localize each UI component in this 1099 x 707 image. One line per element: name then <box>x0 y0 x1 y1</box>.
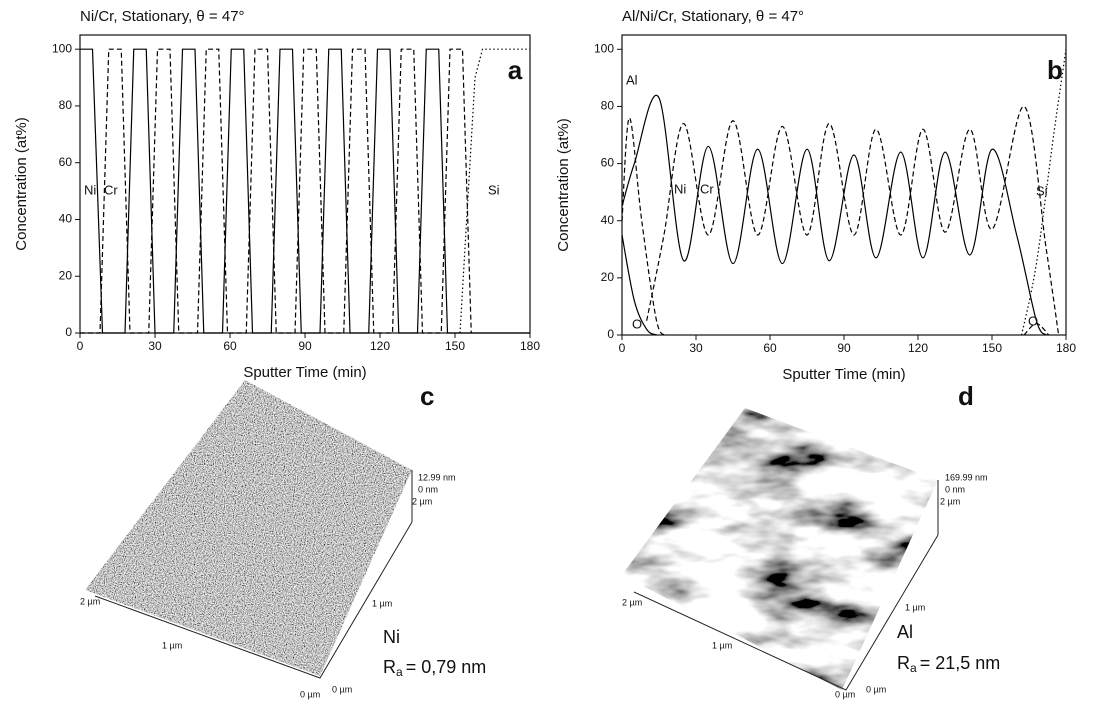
chart-title: Al/Ni/Cr, Stationary, θ = 47° <box>622 8 804 25</box>
z-max: 12.99 nm <box>418 472 456 482</box>
afm-panel-c: c 12.99 nm 0 nm 2 µm 2 µm 1 µm 0 µm 0 µm… <box>80 380 486 699</box>
x-zero: 0 µm <box>300 689 320 699</box>
chart-title: Ni/Cr, Stationary, θ = 47° <box>80 8 245 25</box>
x-tick-label: 90 <box>298 339 312 353</box>
y-tick-label: 20 <box>601 270 615 284</box>
chart: Ni/Cr, Stationary, θ = 47° a Sputter Time … <box>13 8 540 381</box>
x-tick-label: 0 <box>619 341 626 355</box>
series-label: Ni <box>674 181 686 196</box>
x-end: 2 µm <box>622 597 642 607</box>
y-mid: 1 µm <box>905 602 925 612</box>
y-end: 2 µm <box>940 496 960 506</box>
afm-surface <box>622 408 938 690</box>
x-mid: 1 µm <box>712 640 732 650</box>
x-tick-label: 30 <box>689 341 703 355</box>
y-tick-label: 80 <box>601 99 615 113</box>
x-axis-label: Sputter Time (min) <box>782 366 905 383</box>
y-tick-label: 100 <box>52 41 72 55</box>
x-tick-label: 30 <box>148 339 162 353</box>
panel-letter: a <box>508 55 523 85</box>
x-tick-label: 150 <box>445 339 465 353</box>
x-tick-label: 120 <box>908 341 928 355</box>
series-line <box>621 94 1047 336</box>
x-end: 2 µm <box>80 596 100 606</box>
y-tick-label: 40 <box>59 212 73 226</box>
roughness: Ra = 21,5 nm <box>897 653 1000 675</box>
chart: Al/Ni/Cr, Stationary, θ = 47° b Sputter Ti… <box>555 8 1076 383</box>
roughness: Ra = 0,79 nm <box>383 657 486 679</box>
series-label: Al <box>626 72 638 87</box>
series-label: Si <box>488 182 500 197</box>
x-zero: 0 µm <box>835 689 855 699</box>
panel-letter: c <box>420 381 434 411</box>
y-tick-label: 40 <box>601 213 615 227</box>
y-axis-label: Concentration (at%) <box>555 118 572 251</box>
x-tick-label: 0 <box>77 339 84 353</box>
plot-frame <box>621 34 1067 336</box>
x-mid: 1 µm <box>162 640 182 650</box>
y-mid: 1 µm <box>372 598 392 608</box>
y-tick-label: 100 <box>594 41 614 55</box>
y-end: 2 µm <box>412 496 432 506</box>
x-tick-label: 90 <box>837 341 851 355</box>
y-zero: 0 µm <box>332 684 352 694</box>
series-label: Cr <box>700 181 714 196</box>
series-label: Si <box>1036 183 1048 198</box>
x-tick-label: 120 <box>370 339 390 353</box>
x-tick-label: 60 <box>763 341 777 355</box>
series-label: Cr <box>104 182 118 197</box>
series-line <box>621 117 667 336</box>
panel-letter: b <box>1047 55 1063 85</box>
y-zero: 0 µm <box>866 684 886 694</box>
y-tick-label: 60 <box>601 156 615 170</box>
x-tick-label: 150 <box>982 341 1002 355</box>
material: Al <box>897 622 913 642</box>
series-label: O <box>632 316 642 331</box>
series-line <box>621 234 657 336</box>
y-tick-label: 20 <box>59 268 73 282</box>
x-axis-label: Sputter Time (min) <box>243 364 366 381</box>
series-line <box>1021 49 1067 336</box>
x-tick-label: 60 <box>223 339 237 353</box>
afm-axes <box>94 521 413 679</box>
series-line <box>80 48 530 334</box>
afm-surface <box>85 380 412 676</box>
material: Ni <box>383 627 400 647</box>
series-label: Ni <box>84 182 96 197</box>
y-axis-label: Concentration (at%) <box>13 117 30 250</box>
z-min: 0 nm <box>418 484 438 494</box>
y-tick-label: 60 <box>59 155 73 169</box>
x-tick-label: 180 <box>1056 341 1076 355</box>
z-max: 169.99 nm <box>945 472 988 482</box>
y-tick-label: 0 <box>607 327 614 341</box>
afm-axes <box>633 534 939 691</box>
afm-panel-d: d 169.99 nm 0 nm 2 µm 2 µm 1 µm 0 µm 0 µ… <box>622 381 1000 699</box>
z-min: 0 nm <box>945 484 965 494</box>
y-tick-label: 0 <box>65 325 72 339</box>
y-tick-label: 80 <box>59 98 73 112</box>
series-line <box>80 48 472 334</box>
series-line <box>1023 322 1050 336</box>
series-line <box>646 105 1060 336</box>
series-line <box>459 48 530 334</box>
x-tick-label: 180 <box>520 339 540 353</box>
series-label: O <box>1028 313 1038 328</box>
panel-letter: d <box>958 381 974 411</box>
